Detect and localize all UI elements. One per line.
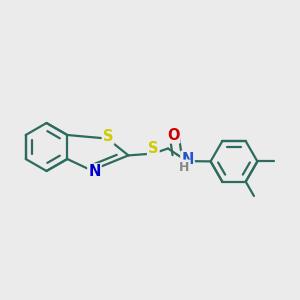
Text: S: S	[148, 141, 159, 156]
Text: O: O	[167, 128, 179, 142]
Text: N: N	[88, 164, 101, 179]
Text: N: N	[181, 152, 194, 167]
Text: H: H	[179, 160, 190, 174]
Text: S: S	[103, 129, 113, 144]
